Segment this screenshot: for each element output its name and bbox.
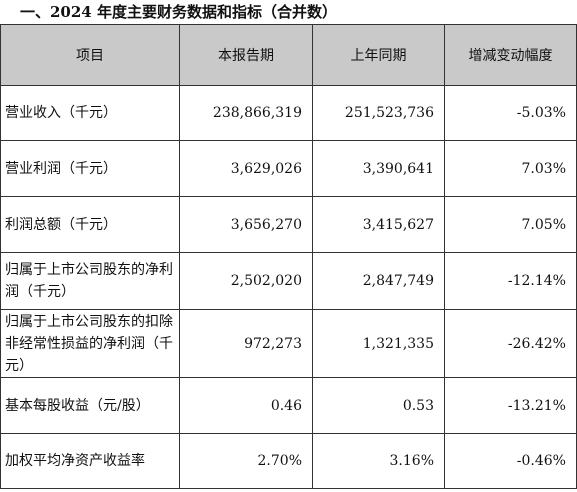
current-value: 0.46 — [179, 377, 313, 434]
row-label: 基本每股收益（元/股） — [0, 377, 180, 434]
change-value: -26.42% — [444, 309, 577, 378]
row-label: 营业利润（千元） — [0, 140, 180, 197]
current-value: 2,502,020 — [179, 252, 313, 310]
change-value: -12.14% — [444, 252, 577, 310]
header-item: 项目 — [0, 24, 180, 86]
row-label: 利润总额（千元） — [0, 196, 180, 253]
header-prior-period: 上年同期 — [312, 24, 445, 86]
change-value: 7.05% — [444, 196, 577, 253]
prior-value: 3,390,641 — [312, 140, 445, 197]
table-row: 加权平均净资产收益率 2.70% 3.16% -0.46% — [0, 433, 577, 489]
change-value: 7.03% — [444, 140, 577, 197]
table-row: 归属于上市公司股东的净利润（千元） 2,502,020 2,847,749 -1… — [0, 252, 577, 310]
current-value: 238,866,319 — [179, 85, 313, 141]
table-header-row: 项目 本报告期 上年同期 增减变动幅度 — [0, 24, 577, 86]
table-row: 归属于上市公司股东的扣除非经常性损益的净利润（千元） 972,273 1,321… — [0, 309, 577, 378]
current-value: 3,656,270 — [179, 196, 313, 253]
row-label: 加权平均净资产收益率 — [0, 433, 180, 489]
table-row: 基本每股收益（元/股） 0.46 0.53 -13.21% — [0, 377, 577, 434]
prior-value: 3.16% — [312, 433, 445, 489]
current-value: 3,629,026 — [179, 140, 313, 197]
row-label: 归属于上市公司股东的净利润（千元） — [0, 252, 180, 310]
table-row: 营业收入（千元） 238,866,319 251,523,736 -5.03% — [0, 85, 577, 141]
change-value: -0.46% — [444, 433, 577, 489]
current-value: 2.70% — [179, 433, 313, 489]
header-current-period: 本报告期 — [179, 24, 313, 86]
row-label: 归属于上市公司股东的扣除非经常性损益的净利润（千元） — [0, 309, 180, 378]
prior-value: 251,523,736 — [312, 85, 445, 141]
financial-data-table: 项目 本报告期 上年同期 增减变动幅度 营业收入（千元） 238,866,319… — [0, 24, 577, 489]
prior-value: 2,847,749 — [312, 252, 445, 310]
current-value: 972,273 — [179, 309, 313, 378]
change-value: -5.03% — [444, 85, 577, 141]
section-title: 一、2024 年度主要财务数据和指标（合并数） — [20, 3, 337, 21]
row-label: 营业收入（千元） — [0, 85, 180, 141]
prior-value: 3,415,627 — [312, 196, 445, 253]
prior-value: 1,321,335 — [312, 309, 445, 378]
table-row: 利润总额（千元） 3,656,270 3,415,627 7.05% — [0, 196, 577, 253]
header-change-rate: 增减变动幅度 — [444, 24, 577, 86]
table-row: 营业利润（千元） 3,629,026 3,390,641 7.03% — [0, 140, 577, 197]
prior-value: 0.53 — [312, 377, 445, 434]
change-value: -13.21% — [444, 377, 577, 434]
